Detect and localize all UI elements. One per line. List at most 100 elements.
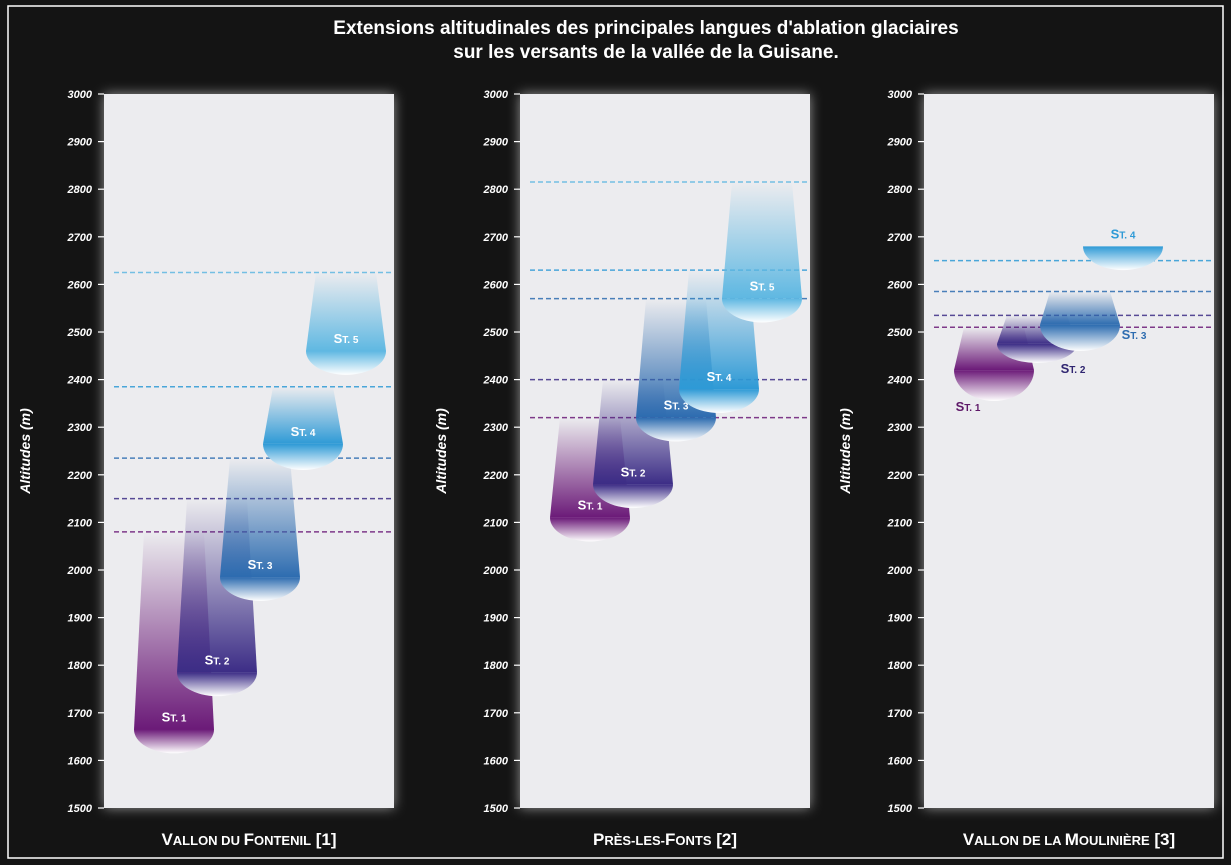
y-tick-label: 2800: [887, 184, 913, 196]
stage-label-rest: T. 1: [170, 713, 187, 724]
panel-3: 1500 1600 1700 1800 1900 2000 2100 2200 2300 2400…: [837, 89, 1214, 849]
y-tick-label: 1900: [484, 613, 509, 625]
glacier-stage-4: ST. 4: [263, 386, 343, 471]
stage-label: ST. 4: [707, 369, 732, 384]
glacier-front-lobe: [134, 729, 214, 754]
y-tick-label: 2400: [483, 375, 509, 387]
glacier-tongue-body: [263, 386, 343, 444]
y-tick-label: 2300: [67, 422, 93, 434]
stage-label-rest: T. 2: [1069, 365, 1086, 376]
stage-label-initial: S: [205, 652, 214, 667]
y-tick-label: 2800: [67, 184, 93, 196]
glacier-front-lobe: [1040, 324, 1120, 352]
glacier-tongue-body: [220, 458, 300, 578]
y-tick-label: 2300: [887, 422, 913, 434]
y-tick-label: 2700: [483, 232, 509, 244]
panel-title-part-5: [1]: [311, 830, 337, 849]
y-tick-label: 3000: [68, 89, 93, 101]
y-tick-label: 2500: [483, 327, 509, 339]
y-tick-label: 2100: [887, 517, 913, 529]
panel-title: VALLON DE LA MOULINIÈRE [3]: [963, 830, 1175, 849]
stage-label-rest: T. 4: [715, 373, 732, 384]
stage-label-initial: S: [578, 498, 587, 513]
stage-label: ST. 4: [1111, 226, 1136, 241]
stage-label: ST. 2: [1061, 361, 1086, 376]
glacier-front-lobe: [954, 370, 1034, 402]
stage-label-initial: S: [1061, 361, 1070, 376]
stage-label-rest: T. 3: [672, 402, 689, 413]
y-tick-label: 1600: [888, 755, 913, 767]
panel-title: VALLON DU FONTENIL [1]: [161, 830, 336, 849]
glacier-front-lobe: [263, 443, 343, 471]
stage-label-rest: T. 2: [213, 656, 230, 667]
glacier-front-lobe: [722, 298, 803, 323]
y-tick-label: 1500: [484, 803, 509, 815]
panel-title-part-3: F: [244, 830, 254, 849]
y-tick-label: 1700: [484, 708, 509, 720]
stage-label: ST. 2: [205, 652, 230, 667]
y-tick-label: 2900: [67, 137, 93, 149]
y-tick-label: 2200: [67, 470, 93, 482]
panel-title-part-3: M: [1065, 830, 1079, 849]
stage-label-rest: T. 3: [1130, 331, 1147, 342]
y-tick-label: 2500: [67, 327, 93, 339]
stage-label: ST. 3: [1122, 327, 1147, 342]
panel-title-part-2: ALLON DU: [173, 833, 244, 848]
y-tick-label: 1800: [68, 660, 93, 672]
y-tick-label: 1700: [68, 708, 93, 720]
y-tick-label: 2300: [483, 422, 509, 434]
y-tick-label: 2100: [483, 517, 509, 529]
y-tick-label: 3000: [484, 89, 509, 101]
stage-label: ST. 3: [248, 557, 273, 572]
y-tick-label: 2600: [483, 279, 509, 291]
stage-label-initial: S: [707, 369, 716, 384]
glacier-front-lobe: [679, 389, 759, 413]
stage-label-rest: T. 4: [1119, 230, 1136, 241]
glacier-front-lobe: [997, 343, 1077, 363]
y-tick-label: 2700: [887, 232, 913, 244]
y-tick-label: 2100: [67, 517, 93, 529]
glacier-tongue-body: [306, 272, 386, 352]
chart-title-line-2: sur les versants de la vallée de la Guis…: [453, 42, 838, 63]
y-tick-label: 2900: [887, 137, 913, 149]
panel-title-part-2: ALLON DE LA: [974, 833, 1065, 848]
stage-label: ST. 1: [578, 498, 603, 513]
stage-label-initial: S: [750, 279, 759, 294]
glacier-stage-3: ST. 3: [1040, 291, 1147, 352]
outer-frame: [7, 5, 1224, 859]
y-tick-label: 1600: [68, 755, 93, 767]
stage-label-rest: T. 5: [342, 335, 359, 346]
y-tick-label: 2200: [887, 470, 913, 482]
stage-label-rest: T. 1: [586, 502, 603, 513]
glacier-stage-5: ST. 5: [306, 272, 386, 375]
chart-title-line-1: Extensions altitudinales des principales…: [333, 18, 958, 39]
y-tick-label: 2200: [483, 470, 509, 482]
y-tick-label: 2000: [483, 565, 509, 577]
panel-title-part-4: OULINIÈRE: [1079, 833, 1150, 848]
stage-label: ST. 2: [621, 464, 646, 479]
glacier-stage-3: ST. 3: [220, 458, 300, 601]
stage-label: ST. 4: [291, 424, 316, 439]
panel-title-part-5: [3]: [1150, 830, 1176, 849]
stage-label-rest: T. 2: [629, 468, 646, 479]
panels: 1500 1600 1700 1800 1900 2000 2100 2200 2300 2400…: [17, 89, 1214, 849]
y-tick-label: 1500: [888, 803, 913, 815]
y-tick-label: 2000: [887, 565, 913, 577]
panel-title-part-3: F: [665, 830, 675, 849]
y-tick-label: 1900: [888, 613, 913, 625]
glacier-front-lobe: [593, 484, 673, 509]
stage-label-initial: S: [162, 709, 171, 724]
y-tick-label: 2500: [887, 327, 913, 339]
glacier-front-lobe: [177, 672, 257, 697]
y-tick-label: 2400: [887, 375, 913, 387]
panel-title-part-5: [2]: [712, 830, 738, 849]
glacier-tongue-body: [1040, 291, 1120, 325]
glacier-stage-4: ST. 4: [1083, 226, 1163, 271]
y-tick-label: 1800: [484, 660, 509, 672]
y-tick-label: 2600: [67, 279, 93, 291]
y-tick-label: 2800: [483, 184, 509, 196]
y-tick-label: 2600: [887, 279, 913, 291]
stage-label: ST. 1: [162, 709, 187, 724]
panel-title-part-1: V: [963, 830, 975, 849]
stage-label-rest: T. 5: [758, 283, 775, 294]
